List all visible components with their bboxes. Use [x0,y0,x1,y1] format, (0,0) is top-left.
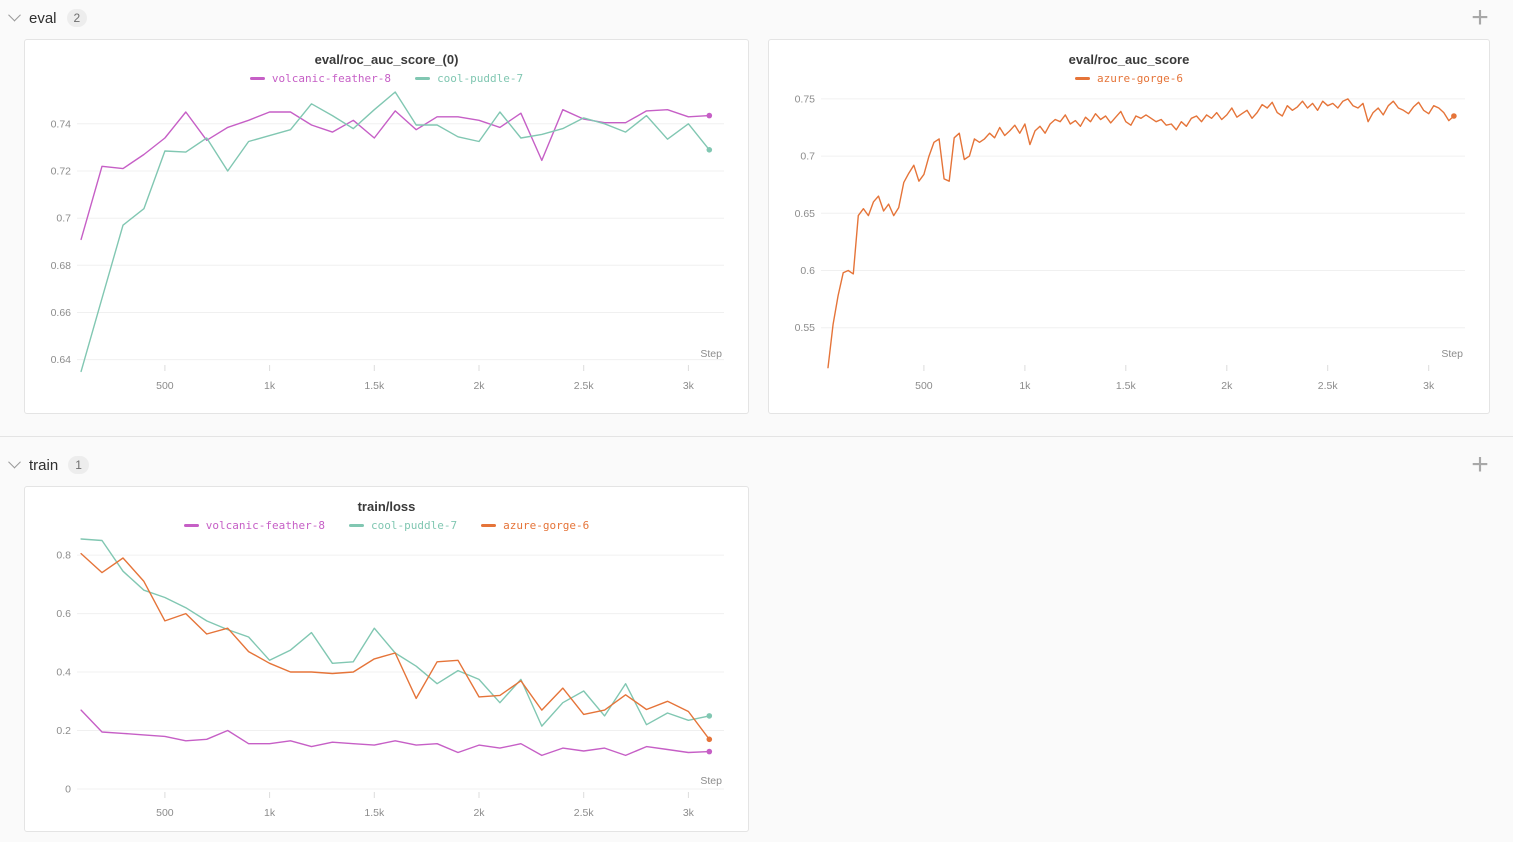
y-gridlines: 0.64 0.66 0.68 0.7 0.72 0.74 [51,118,724,366]
x-tick-label: 3k [683,380,695,392]
y-tick-label: 0.8 [56,550,71,562]
y-tick-label: 0.75 [795,93,816,105]
chart-title: eval/roc_auc_score_(0) [314,52,459,67]
y-tick-label: 0.72 [51,166,72,178]
x-tick-label: 2k [473,807,485,819]
x-tick-label: 1.5k [1116,380,1137,392]
section-count-badge: 2 [66,9,88,27]
section-count-badge: 1 [68,456,89,474]
x-tick-label: 2k [473,380,485,392]
series-end-dot-cool-puddle-7 [706,713,713,719]
x-tick-label: 3k [1423,380,1435,392]
legend-swatch [481,523,497,527]
legend-item: volcanic-feather-8 [183,518,326,532]
legend-item: volcanic-feather-8 [249,71,392,85]
chart-panel-roc-auc-score[interactable]: eval/roc_auc_score azure-gorge-6 0.55 0.6… [768,39,1490,414]
y-tick-label: 0.6 [56,608,71,620]
y-gridlines: 0 0.2 0.4 0.6 0.8 [56,550,724,796]
x-tick-label: 1k [1019,380,1031,392]
legend-run-label: azure-gorge-6 [1096,71,1184,85]
chart-legend: volcanic-feather-8 cool-puddle-7 [37,70,736,86]
section-label[interactable]: eval [29,9,57,27]
y-tick-label: 0.64 [51,354,72,366]
series-end-dot-volcanic-feather-8 [706,748,713,755]
chevron-down-icon[interactable] [8,455,21,468]
chevron-down-icon[interactable] [8,8,21,21]
series-line-cool-puddle-7 [80,91,710,373]
x-tick-label: 1.5k [364,807,385,819]
x-tick-label: 1k [264,807,276,819]
x-axis: 500 1k 1.5k 2k 2.5k 3k Step [156,775,722,819]
y-tick-label: 0.65 [795,208,816,220]
y-tick-label: 0.66 [51,307,72,319]
legend-run-label: volcanic-feather-8 [205,518,326,532]
y-tick-label: 0.74 [51,118,72,130]
series-line-azure-gorge-6 [827,98,1455,369]
section-train-header[interactable]: train 1 + [8,450,1497,480]
legend-run-label: volcanic-feather-8 [271,71,392,85]
chart-legend: azure-gorge-6 [781,70,1477,86]
x-axis-title: Step [700,348,722,360]
section-eval: eval 2 + eval/roc_auc_score_(0) volcanic… [0,3,1513,414]
x-tick-label: 2.5k [1318,380,1339,392]
section-train: train 1 + train/loss volcanic-feather-8 c… [0,450,1513,832]
plus-icon: + [1471,1,1489,34]
legend-swatch [249,76,265,80]
y-tick-label: 0.2 [56,725,71,737]
legend-swatch [415,76,431,80]
y-tick-label: 0 [65,784,71,796]
y-tick-label: 0.55 [795,322,816,334]
x-tick-label: 1.5k [364,380,385,392]
chart-plot[interactable]: 0.55 0.6 0.65 0.7 0.75 500 1k 1.5k 2k 2.5k 3k Step [781,86,1477,412]
plus-icon: + [1471,448,1489,481]
chart-panel-roc-auc-score-0[interactable]: eval/roc_auc_score_(0) volcanic-feather-… [24,39,749,414]
x-tick-label: 500 [156,380,174,392]
series-end-dot-azure-gorge-6 [1451,113,1457,119]
add-panel-button[interactable]: + [1465,450,1495,480]
x-tick-label: 2.5k [574,807,595,819]
chart-title: eval/roc_auc_score [1068,52,1190,67]
add-panel-button[interactable]: + [1465,3,1495,33]
x-axis: 500 1k 1.5k 2k 2.5k 3k Step [156,348,722,392]
legend-item: cool-puddle-7 [349,519,457,532]
y-tick-label: 0.6 [800,265,815,277]
y-tick-label: 0.7 [56,213,71,225]
y-tick-label: 0.68 [51,260,72,272]
chart-plot[interactable]: 0 0.2 0.4 0.6 0.8 500 1k 1.5k 2k 2.5k 3k Step [37,533,736,823]
series-line-volcanic-feather-8 [80,709,710,757]
legend-swatch [349,523,365,527]
chart-plot[interactable]: 0.64 0.66 0.68 0.7 0.72 0.74 500 1k 1.5k 2k 2.5k 3k… [37,86,736,412]
legend-swatch [1074,76,1090,80]
x-tick-label: 500 [915,380,933,392]
series-end-dot-azure-gorge-6 [706,736,713,743]
chart-legend: volcanic-feather-8 cool-puddle-7 azure-gor… [37,517,736,533]
legend-item: cool-puddle-7 [415,72,523,85]
legend-run-label: azure-gorge-6 [503,518,590,532]
chart-panel-train-loss[interactable]: train/loss volcanic-feather-8 cool-puddle… [24,486,749,832]
y-tick-label: 0.4 [56,667,71,679]
legend-run-label: cool-puddle-7 [437,71,524,85]
x-axis-title: Step [700,775,722,787]
y-tick-label: 0.7 [800,151,815,163]
x-axis: 500 1k 1.5k 2k 2.5k 3k Step [915,348,1463,392]
series-end-dot-volcanic-feather-8 [706,112,713,119]
section-divider [0,436,1513,437]
x-tick-label: 2k [1221,380,1233,392]
chart-title: train/loss [357,499,416,514]
series-line-cool-puddle-7 [80,538,710,727]
x-tick-label: 3k [683,807,695,819]
series-end-dot-cool-puddle-7 [706,147,713,153]
series-line-volcanic-feather-8 [80,109,710,241]
legend-item: azure-gorge-6 [481,519,589,532]
legend-run-label: cool-puddle-7 [371,518,458,532]
x-tick-label: 1k [264,380,276,392]
x-tick-label: 500 [156,807,174,819]
legend-swatch [183,523,199,527]
series-line-azure-gorge-6 [80,552,710,741]
x-tick-label: 2.5k [574,380,595,392]
x-axis-title: Step [1441,348,1463,360]
section-label[interactable]: train [29,456,59,474]
section-eval-header[interactable]: eval 2 + [8,3,1497,33]
legend-item: azure-gorge-6 [1074,71,1184,85]
